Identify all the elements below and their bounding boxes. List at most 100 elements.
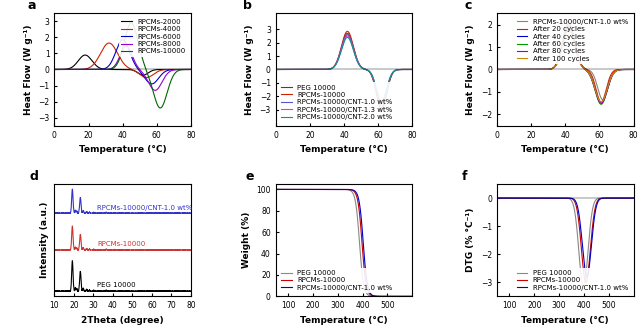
After 20 cycles	[630, 68, 637, 72]
Text: d: d	[30, 169, 38, 182]
PEG 10000	[408, 294, 416, 298]
X-axis label: Temperature (°C): Temperature (°C)	[522, 316, 609, 325]
RPCMs-8000	[113, 60, 121, 64]
After 100 cycles	[630, 68, 637, 72]
RPCMs-10000/CNT-1.3 wt%	[344, 34, 351, 38]
After 100 cycles	[601, 95, 609, 99]
After 80 cycles	[626, 68, 634, 72]
RPCMs-10000	[500, 196, 508, 200]
RPCMs-10000/CNT-1.0 wt%	[408, 294, 416, 298]
RPCMs-10000	[339, 187, 346, 191]
After 80 cycles	[559, 40, 567, 44]
RPCMs-10000	[183, 68, 191, 72]
RPCMs-10000/CNT-2.0 wt%	[404, 68, 412, 72]
RPCMs-10000/CNT-1.3 wt%	[380, 99, 387, 103]
Line: RPCMs-10000: RPCMs-10000	[276, 189, 412, 296]
PEG 10000	[339, 187, 346, 191]
RPCMs-10000/CNT-1.0 wt%	[630, 196, 637, 200]
Line: After 80 cycles: After 80 cycles	[497, 29, 634, 103]
Y-axis label: Heat Flow (W g⁻¹): Heat Flow (W g⁻¹)	[467, 24, 476, 115]
RPCMs-10000	[493, 196, 501, 200]
RPCMs-10000/CNT-1.0 wt%	[556, 52, 564, 56]
RPCMs-10000	[187, 68, 195, 72]
RPCMs-10000	[380, 294, 387, 298]
PEG 10000	[601, 196, 609, 200]
After 40 cycles	[559, 38, 567, 42]
After 80 cycles	[500, 68, 508, 72]
RPCMs-2000	[117, 68, 125, 72]
RPCMs-10000/CNT-1.0 wt%	[626, 68, 634, 72]
After 80 cycles	[565, 27, 573, 31]
RPCMs-10000/CNT-2.0 wt%	[408, 68, 416, 72]
RPCMs-10000	[156, 106, 164, 110]
Legend: PEG 10000, RPCMs-10000, RPCMs-10000/CNT-1.0 wt%, RPCMs-10000/CNT-1.3 wt%, RPCMs-: PEG 10000, RPCMs-10000, RPCMs-10000/CNT-…	[279, 83, 395, 122]
Text: PEG 10000: PEG 10000	[97, 282, 136, 288]
Line: RPCMs-10000: RPCMs-10000	[497, 198, 634, 282]
Legend: PEG 10000, RPCMs-10000, RPCMs-10000/CNT-1.0 wt%: PEG 10000, RPCMs-10000, RPCMs-10000/CNT-…	[515, 268, 630, 293]
RPCMs-10000/CNT-1.0 wt%	[380, 100, 387, 104]
RPCMs-8000	[183, 68, 191, 72]
RPCMs-10000	[404, 294, 412, 298]
After 20 cycles	[493, 68, 501, 72]
Line: RPCMs-8000: RPCMs-8000	[54, 46, 191, 90]
After 40 cycles	[630, 68, 637, 72]
Legend: RPCMs-10000/CNT-1.0 wt%, After 20 cycles, After 40 cycles, After 60 cycles, Afte: RPCMs-10000/CNT-1.0 wt%, After 20 cycles…	[515, 17, 630, 64]
RPCMs-10000/CNT-2.0 wt%	[335, 57, 342, 61]
RPCMs-8000	[51, 68, 58, 72]
Line: PEG 10000: PEG 10000	[276, 189, 412, 296]
RPCMs-10000	[404, 68, 412, 72]
RPCMs-10000/CNT-1.0 wt%	[630, 68, 637, 72]
RPCMs-2000	[58, 68, 65, 72]
RPCMs-4000	[105, 41, 113, 45]
RPCMs-10000	[335, 55, 342, 59]
Legend: RPCMs-2000, RPCMs-4000, RPCMs-6000, RPCMs-8000, RPCMs-10000: RPCMs-2000, RPCMs-4000, RPCMs-6000, RPCM…	[119, 17, 188, 57]
RPCMs-2000	[51, 68, 58, 72]
RPCMs-10000	[127, 21, 135, 25]
Y-axis label: Heat Flow (W g⁻¹): Heat Flow (W g⁻¹)	[245, 24, 254, 115]
PEG 10000	[272, 187, 280, 191]
RPCMs-10000	[378, 106, 385, 110]
RPCMs-6000	[187, 68, 195, 72]
RPCMs-6000	[158, 72, 166, 76]
RPCMs-10000	[279, 68, 287, 72]
PEG 10000	[408, 68, 416, 72]
After 100 cycles	[565, 28, 573, 32]
PEG 10000	[404, 68, 412, 72]
RPCMs-10000/CNT-1.3 wt%	[404, 68, 412, 72]
RPCMs-10000/CNT-1.3 wt%	[272, 68, 280, 72]
RPCMs-10000/CNT-1.0 wt%	[493, 196, 501, 200]
RPCMs-10000/CNT-1.0 wt%	[559, 36, 567, 40]
RPCMs-10000	[408, 68, 416, 72]
RPCMs-8000	[158, 80, 166, 84]
After 60 cycles	[559, 39, 567, 43]
Text: f: f	[461, 169, 467, 182]
PEG 10000	[272, 68, 280, 72]
Line: PEG 10000: PEG 10000	[497, 198, 634, 288]
After 60 cycles	[500, 68, 508, 72]
PEG 10000	[493, 196, 501, 200]
After 100 cycles	[556, 55, 564, 59]
After 20 cycles	[626, 68, 634, 72]
RPCMs-10000	[272, 187, 280, 191]
After 60 cycles	[626, 68, 634, 72]
RPCMs-4000	[58, 68, 65, 72]
RPCMs-10000/CNT-1.0 wt%	[404, 294, 412, 298]
After 20 cycles	[559, 36, 567, 40]
RPCMs-10000/CNT-1.0 wt%	[378, 102, 385, 106]
RPCMs-6000	[183, 68, 191, 72]
X-axis label: Temperature (°C): Temperature (°C)	[300, 316, 388, 325]
RPCMs-8000	[151, 88, 159, 92]
RPCMs-10000/CNT-2.0 wt%	[404, 68, 412, 72]
After 60 cycles	[626, 68, 634, 72]
Line: After 40 cycles: After 40 cycles	[497, 26, 634, 103]
Line: RPCMs-10000/CNT-1.3 wt%: RPCMs-10000/CNT-1.3 wt%	[276, 36, 412, 103]
Line: RPCMs-10000/CNT-1.0 wt%: RPCMs-10000/CNT-1.0 wt%	[497, 22, 634, 100]
RPCMs-10000/CNT-1.0 wt%	[279, 68, 287, 72]
RPCMs-10000	[556, 196, 564, 200]
RPCMs-10000/CNT-1.0 wt%	[279, 187, 287, 191]
PEG 10000	[378, 108, 385, 112]
RPCMs-10000	[183, 68, 191, 72]
Line: RPCMs-6000: RPCMs-6000	[54, 40, 191, 84]
RPCMs-10000	[58, 68, 65, 72]
RPCMs-2000	[183, 68, 191, 72]
